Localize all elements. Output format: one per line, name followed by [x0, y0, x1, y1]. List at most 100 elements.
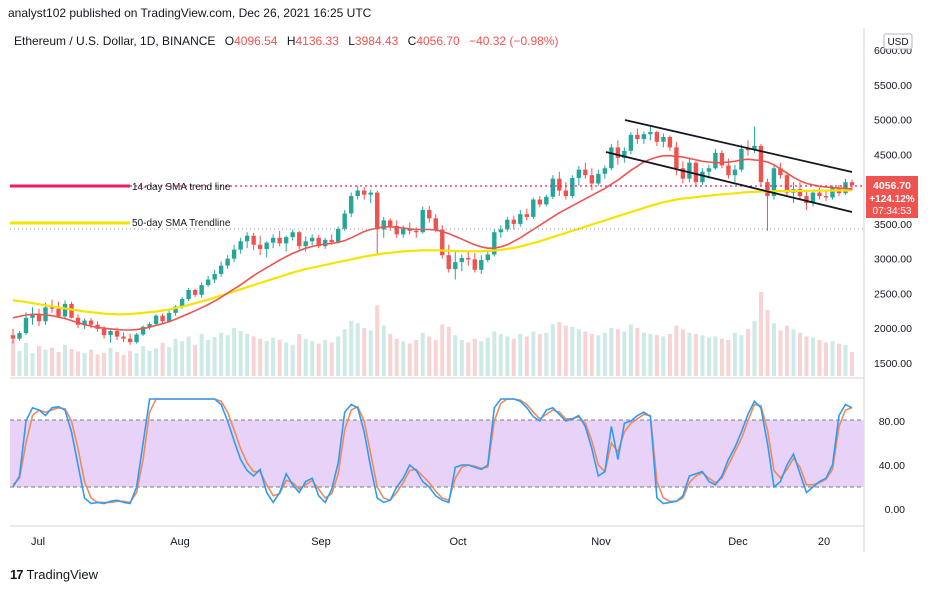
candle-body — [244, 235, 250, 242]
volume-bar — [427, 336, 432, 376]
candle-body — [296, 232, 302, 247]
volume-bar — [550, 324, 555, 376]
volume-bar — [680, 329, 685, 376]
volume-bar — [810, 337, 815, 376]
volume-bar — [115, 352, 120, 376]
volume-bar — [791, 329, 796, 376]
candle-body — [570, 177, 575, 197]
candle-body — [479, 260, 484, 270]
candle-body — [205, 279, 211, 286]
footer-brand[interactable]: 17 TradingView — [10, 567, 98, 582]
volume-bar — [381, 325, 386, 376]
volume-bar — [297, 334, 302, 376]
candle-body — [693, 162, 699, 183]
volume-bar — [277, 340, 282, 376]
volume-bar — [648, 334, 653, 376]
upper-channel-line[interactable] — [624, 119, 853, 173]
volume-bar — [661, 336, 666, 376]
candle-body — [62, 303, 68, 317]
volume-bar — [563, 325, 568, 376]
volume-bar — [459, 340, 464, 376]
candle-body — [745, 148, 751, 151]
volume-bar — [154, 348, 159, 376]
volume-bar — [95, 354, 100, 376]
volume-bar — [24, 343, 29, 376]
volume-bar — [739, 335, 744, 376]
candle-body — [101, 328, 107, 336]
high-label: H — [286, 34, 296, 48]
volume-bar — [498, 334, 503, 376]
volume-bar — [850, 352, 854, 376]
candle-body — [342, 213, 347, 229]
volume-bar — [238, 331, 243, 376]
close-value: 4056.70 — [416, 34, 460, 48]
candle-body — [375, 192, 380, 230]
volume-bar — [778, 330, 783, 376]
candle-body — [147, 324, 152, 327]
volume-bar — [173, 338, 178, 376]
volume-bar — [394, 338, 399, 376]
candle-body — [719, 152, 725, 166]
candle-body — [700, 171, 705, 183]
volume-bar — [258, 338, 263, 376]
volume-bar — [232, 328, 237, 376]
volume-bar — [440, 324, 445, 376]
candle-body — [576, 169, 582, 178]
candle-body — [30, 314, 35, 318]
candle-body — [654, 132, 660, 142]
candle-body — [290, 232, 295, 238]
currency-badge[interactable] — [883, 33, 913, 50]
volume-bar — [726, 340, 731, 376]
volume-bar — [589, 334, 594, 376]
candle-body — [622, 150, 627, 158]
stoch-tick-label: 40.00 — [879, 460, 905, 472]
candle-body — [17, 333, 22, 339]
volume-bar — [576, 329, 581, 376]
candle-body — [186, 289, 191, 300]
candle-body — [498, 229, 503, 233]
volume-bar — [745, 329, 750, 376]
volume-bar — [797, 332, 802, 376]
candle-body — [427, 209, 432, 219]
candle-body — [88, 320, 94, 325]
candle-body — [511, 219, 516, 224]
price-tick-label: 1500.00 — [874, 358, 912, 370]
candle-body — [563, 190, 569, 197]
volume-bar — [37, 346, 42, 376]
price-tick-label: 5500.00 — [874, 80, 912, 92]
candle-body — [596, 173, 601, 184]
candle-body — [505, 219, 510, 230]
candle-body — [810, 192, 816, 204]
volume-bar — [693, 334, 698, 376]
candle-body — [453, 262, 458, 270]
volume-bar — [836, 343, 841, 376]
candle-body — [69, 303, 74, 318]
volume-bar — [466, 342, 471, 376]
volume-bar — [141, 346, 146, 376]
volume-bar — [635, 328, 640, 376]
time-tick-label: Nov — [591, 536, 611, 548]
symbol-name[interactable]: Ethereum / U.S. Dollar, 1D, BINANCE — [14, 34, 216, 48]
candle-body — [218, 265, 224, 274]
candle-body — [797, 189, 803, 197]
candle-body — [817, 192, 822, 197]
open-label: O — [224, 34, 235, 48]
candle-body — [778, 168, 783, 176]
lower-channel-line[interactable] — [605, 151, 853, 213]
candle-body — [680, 168, 686, 179]
volume-bar — [43, 349, 48, 376]
volume-bar — [732, 332, 737, 376]
candle-body — [706, 168, 712, 172]
candle-body — [446, 255, 451, 270]
stoch-tick-label: 0.00 — [885, 504, 906, 516]
symbol-info: Ethereum / U.S. Dollar, 1D, BINANCE O409… — [14, 34, 558, 48]
volume-bar — [758, 292, 763, 376]
volume-bar — [602, 332, 607, 376]
candle-body — [726, 165, 731, 176]
volume-bar — [654, 335, 659, 376]
volume-bar — [102, 352, 107, 376]
volume-bar — [570, 326, 575, 376]
candle-body — [401, 228, 406, 235]
volume-bar — [706, 337, 711, 376]
